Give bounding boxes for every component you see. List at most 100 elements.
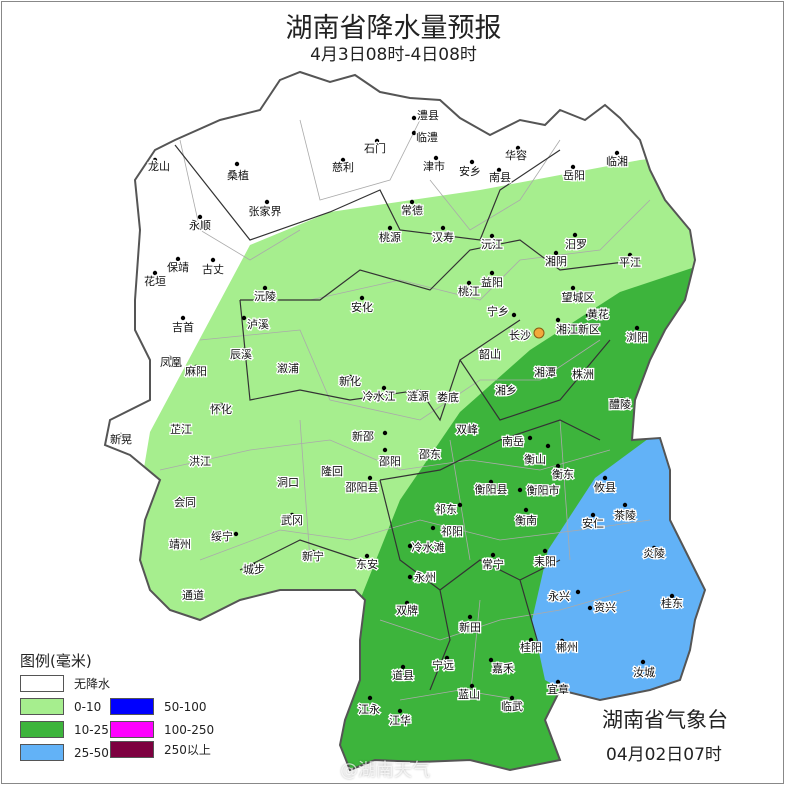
city-dot: [177, 538, 183, 544]
city-dot: [411, 115, 417, 121]
city-dot: [614, 150, 620, 156]
place-label: 湘江新区: [556, 322, 600, 336]
place-label: 慈利: [332, 160, 354, 174]
city-dot: [285, 362, 291, 368]
city-dot: [511, 312, 517, 318]
legend-label: 0-10: [74, 699, 102, 714]
city-dot: [570, 285, 576, 291]
city-dot: [527, 435, 533, 441]
city-dot: [651, 545, 657, 551]
place-label: 汝城: [633, 665, 655, 679]
place-label: 衡阳县: [475, 483, 508, 496]
place-label: 冷水江: [363, 390, 396, 403]
city-dot: [197, 456, 203, 462]
place-label: 邵东: [419, 448, 441, 461]
city-dot: [440, 225, 446, 231]
city-dot: [397, 708, 403, 714]
city-dot: [515, 145, 521, 151]
city-dot: [241, 315, 247, 321]
city-dot: [264, 199, 270, 205]
capital-marker: [533, 327, 545, 339]
city-dot: [469, 683, 475, 689]
place-label: 浏阳: [626, 330, 648, 344]
legend-swatch: [20, 698, 64, 715]
place-label: 双峰: [456, 423, 478, 436]
place-label: 湘乡: [495, 383, 517, 397]
city-dot: [494, 348, 500, 354]
place-label: 望城区: [562, 291, 595, 304]
city-dot: [427, 448, 433, 454]
city-dot: [367, 695, 373, 701]
place-label: 新晃: [110, 432, 132, 446]
place-label: 邵阳: [379, 455, 401, 468]
place-label: 资兴: [594, 601, 616, 614]
place-label: 辰溪: [230, 348, 252, 361]
place-label: 临湘: [606, 154, 628, 168]
city-dot: [407, 543, 413, 549]
place-label: 隆回: [321, 464, 343, 478]
city-dot: [233, 531, 239, 537]
legend-item-no-rain: 无降水: [20, 675, 110, 692]
city-dot: [545, 443, 551, 449]
place-label: 靖州: [169, 538, 191, 551]
city-dot: [457, 502, 463, 508]
city-dot: [285, 477, 291, 483]
legend-swatch: [20, 721, 64, 738]
place-label: 嘉禾: [492, 661, 514, 675]
place-label: 临武: [501, 699, 523, 713]
city-dot: [634, 325, 640, 331]
city-dot: [374, 138, 380, 144]
place-label: 城步: [243, 563, 265, 576]
legend-label: 100-250: [164, 722, 215, 737]
city-dot: [182, 497, 188, 503]
city-dot: [590, 512, 596, 518]
place-label: 益阳: [481, 275, 503, 289]
place-label: 沅陵: [254, 290, 276, 303]
legend-item-0-10: 0-10: [20, 698, 101, 715]
legend-label: 25-50: [74, 745, 109, 760]
city-dot: [430, 525, 436, 531]
legend-swatch: [110, 721, 154, 738]
place-label: 汉寿: [432, 230, 454, 244]
place-label: 安化: [351, 300, 373, 314]
prefecture-borders: [174, 144, 641, 691]
place-label: 衡东: [552, 468, 574, 481]
city-dot: [152, 157, 158, 163]
place-label: 桂东: [661, 596, 683, 610]
city-dot: [415, 390, 421, 396]
place-label: 韶山: [479, 347, 501, 361]
legend-item-10-25: 10-25: [20, 721, 109, 738]
city-dot: [466, 280, 472, 286]
city-dot: [622, 502, 628, 508]
legend-swatch: [20, 744, 64, 761]
city-dot: [175, 256, 181, 262]
place-label: 桃江: [458, 284, 480, 298]
place-label: 邵阳县: [346, 481, 379, 494]
place-label: 道县: [392, 668, 414, 682]
place-label: 攸县: [594, 480, 616, 494]
place-label: 湘阴: [545, 254, 567, 268]
city-dot: [340, 157, 346, 163]
city-dot: [488, 657, 494, 663]
place-label: 石门: [364, 141, 386, 155]
city-dot: [555, 317, 561, 323]
place-label: 桂阳: [520, 640, 542, 654]
city-dot: [433, 155, 439, 161]
city-dot: [490, 552, 496, 558]
city-dot: [469, 159, 475, 165]
place-label: 新宁: [302, 549, 324, 563]
place-label: 常德: [401, 203, 423, 217]
city-dot: [509, 695, 515, 701]
city-dot: [570, 164, 576, 170]
city-dot: [167, 355, 173, 361]
place-label: 双牌: [396, 603, 418, 617]
city-dot: [404, 600, 410, 606]
city-dot: [262, 285, 268, 291]
place-label: 溆浦: [277, 361, 299, 375]
place-label: 耒阳: [534, 555, 556, 568]
place-label: 祁东: [435, 502, 457, 516]
place-label: 临澧: [416, 130, 438, 144]
city-dot: [411, 130, 417, 136]
place-label: 通道: [182, 588, 204, 602]
legend-swatch: [20, 675, 64, 692]
